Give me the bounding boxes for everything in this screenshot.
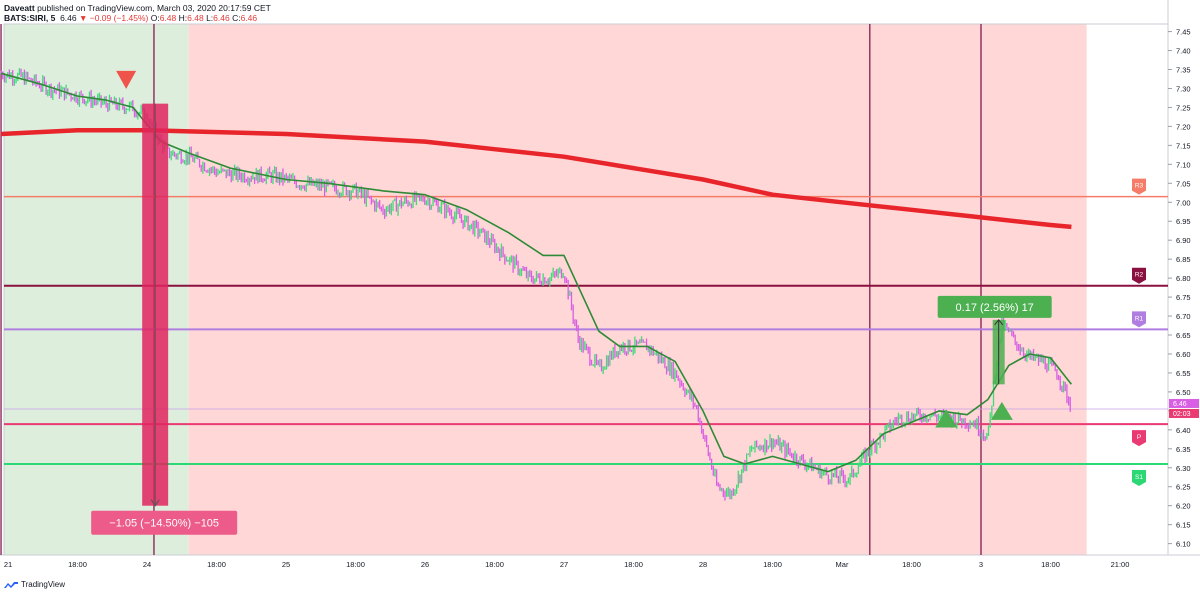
current-price-box [1169, 398, 1199, 408]
y-tick-label: 6.20 [1176, 502, 1191, 511]
x-tick-label: 18:00 [1041, 560, 1060, 569]
published-text: published on TradingView.com, March 03, … [37, 3, 271, 13]
y-tick-label: 7.20 [1176, 122, 1191, 131]
level-tag-s1 [1132, 469, 1146, 486]
close-label: C: [232, 13, 241, 23]
x-tick-label: 18:00 [624, 560, 643, 569]
y-tick-label: 6.25 [1176, 483, 1191, 492]
low-label: L: [206, 13, 214, 23]
y-tick-label: 7.35 [1176, 66, 1191, 75]
publisher-name: Daveatt [4, 3, 35, 13]
level-tag-r3 [1132, 178, 1146, 195]
y-tick-label: 6.30 [1176, 464, 1191, 473]
y-tick-label: 6.15 [1176, 521, 1191, 530]
y-tick-label: 6.90 [1176, 236, 1191, 245]
high-value: 6.48 [187, 13, 204, 23]
x-tick-label: 3 [979, 560, 983, 569]
ema-long-line [0, 127, 1072, 230]
y-tick-label: 7.45 [1176, 28, 1191, 37]
x-tick-label: 18:00 [68, 560, 87, 569]
y-tick-label: 6.80 [1176, 274, 1191, 283]
x-tick-label: 26 [421, 560, 429, 569]
level-tag-label-r3: R3 [1135, 183, 1144, 190]
x-tick-label: 21 [4, 560, 12, 569]
sell-marker [116, 70, 137, 89]
y-tick-label: 7.25 [1176, 103, 1191, 112]
y-tick-label: 6.50 [1176, 388, 1191, 397]
change-text: ▼ −0.09 (−1.45%) [78, 13, 149, 23]
countdown-label: 02:03 [1173, 411, 1191, 418]
x-tick-label: Mar [836, 560, 849, 569]
level-tag-r1 [1132, 311, 1146, 328]
y-tick-label: 7.40 [1176, 47, 1191, 56]
x-tick-label: 27 [560, 560, 568, 569]
y-tick-label: 6.95 [1176, 217, 1191, 226]
y-tick-label: 6.65 [1176, 331, 1191, 340]
level-tag-label-p: P [1137, 434, 1141, 441]
level-tag-label-r2: R2 [1135, 272, 1144, 279]
level-tag-label-s1: S1 [1135, 474, 1143, 481]
x-tick-label: 18:00 [485, 560, 504, 569]
x-tick-label: 28 [699, 560, 707, 569]
y-tick-label: 6.40 [1176, 426, 1191, 435]
y-tick-label: 6.10 [1176, 540, 1191, 549]
x-tick-label: 18:00 [902, 560, 921, 569]
buy-marker [935, 409, 958, 428]
tradingview-logo[interactable]: TradingView [4, 580, 65, 589]
last-price: 6.46 [60, 13, 77, 23]
level-tag-r2 [1132, 267, 1146, 284]
low-value: 6.46 [213, 13, 230, 23]
open-label: O: [150, 13, 160, 23]
red-zone [188, 24, 1087, 555]
x-tick-label: 24 [143, 560, 151, 569]
y-tick-label: 6.60 [1176, 350, 1191, 359]
header-line-1: Daveatt published on TradingView.com, Ma… [4, 3, 271, 13]
measure-down-arrowhead [150, 499, 160, 507]
y-tick-label: 7.10 [1176, 160, 1191, 169]
x-tick-label: 18:00 [207, 560, 226, 569]
close-value: 6.46 [240, 13, 258, 23]
y-tick-label: 6.55 [1176, 369, 1191, 378]
x-tick-label: 21:00 [1111, 560, 1130, 569]
high-label: H: [178, 13, 188, 23]
countdown-box [1169, 408, 1199, 418]
measure-up-label: 0.17 (2.56%) 17 [956, 302, 1034, 314]
y-tick-label: 6.35 [1176, 445, 1191, 454]
y-tick-label: 6.70 [1176, 312, 1191, 321]
measure-down-label-bg [91, 510, 238, 535]
level-tag-label-r1: R1 [1135, 315, 1144, 322]
symbol-label: BATS:SIRI, 5 [4, 13, 56, 23]
y-tick-label: 6.75 [1176, 293, 1191, 302]
x-tick-label: 25 [282, 560, 290, 569]
y-tick-label: 6.85 [1176, 255, 1191, 264]
tradingview-logo-icon [4, 581, 18, 588]
y-tick-label: 7.00 [1176, 198, 1191, 207]
tradingview-brand: TradingView [21, 580, 66, 589]
x-tick-label: 18:00 [763, 560, 782, 569]
y-tick-label: 7.05 [1176, 179, 1191, 188]
measure-up-label-bg [937, 295, 1052, 318]
y-tick-label: 7.30 [1176, 84, 1191, 93]
x-tick-label: 18:00 [346, 560, 365, 569]
ema-short-line [0, 72, 1073, 473]
current-price-label: 6.46 [1173, 401, 1187, 408]
measure-up-arrowhead [994, 319, 1004, 326]
header-line-2: BATS:SIRI, 5 6.46 ▼ −0.09 (−1.45%) O:6.4… [4, 13, 257, 23]
level-tag-p [1132, 430, 1146, 447]
y-tick-label: 7.15 [1176, 141, 1191, 150]
buy-marker [990, 401, 1013, 420]
open-value: 6.48 [159, 13, 177, 23]
measure-down-label: −1.05 (−14.50%) −105 [109, 518, 219, 530]
